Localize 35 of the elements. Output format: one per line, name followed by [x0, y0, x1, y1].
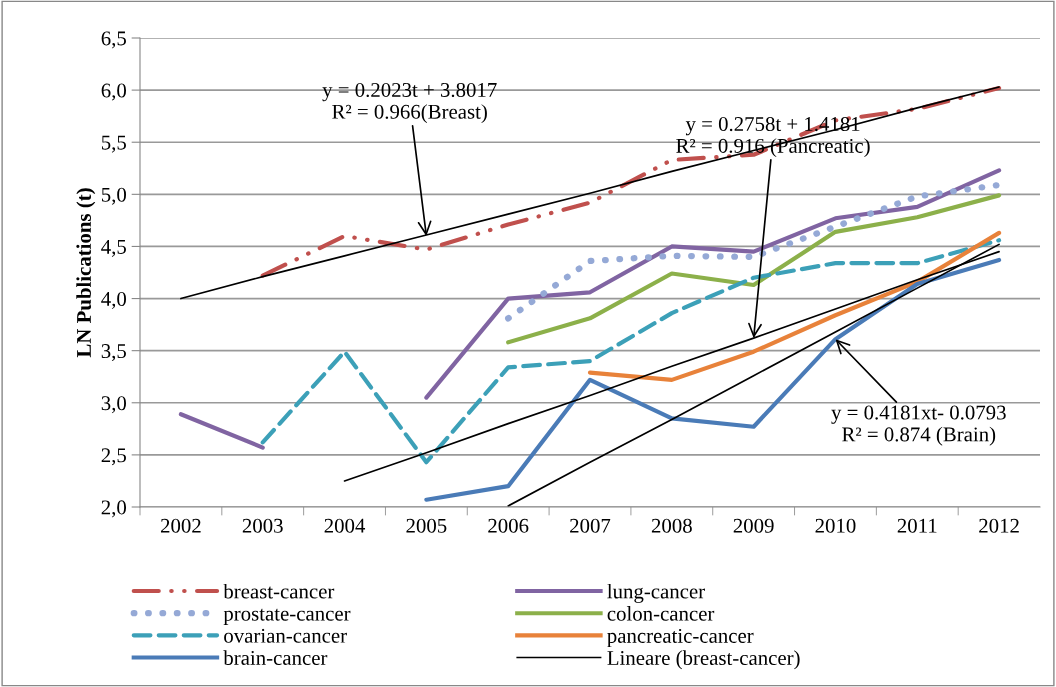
y-tick-label: 2,0 — [101, 500, 127, 518]
line-series — [587, 230, 1002, 382]
legend-label: brain-cancer — [223, 650, 328, 665]
legend-label: breast-cancer — [223, 583, 335, 599]
y-tick-label: 3,5 — [101, 344, 126, 362]
x-tick-label: 2011 — [897, 518, 937, 533]
y-tick-label: 3,0 — [101, 396, 127, 414]
y-tick-label: 5,5 — [101, 135, 126, 153]
x-tick-label: 2005 — [406, 518, 447, 533]
legend-label: Lineare (breast-cancer) — [607, 650, 800, 670]
legend-label: lung-cancer — [607, 583, 705, 603]
legend-label: colon-cancer — [607, 606, 715, 621]
y-tick-label: 5,0 — [101, 187, 127, 205]
legend-label: pancreatic-cancer — [607, 628, 754, 648]
y-tick-label: 4,5 — [101, 239, 126, 257]
x-tick-label: 2007 — [570, 518, 611, 533]
y-tick-label: 2,5 — [101, 448, 126, 466]
line-series — [506, 193, 1002, 345]
x-tick-label: 2010 — [815, 518, 856, 533]
x-tick-label: 2006 — [488, 518, 529, 533]
y-axis-title: LN Publications (t) — [76, 188, 96, 358]
annotation: y = 0.2023t + 3.8017 R² = 0.966(Breast) — [322, 82, 497, 124]
x-tick-label: 2004 — [324, 518, 366, 533]
x-tick-label: 2002 — [160, 518, 201, 533]
line-series — [260, 85, 1002, 278]
x-tick-label: 2008 — [651, 518, 692, 533]
annotation: y = 0.4181xt- 0.0793 R² = 0.874 (Brain) — [831, 405, 1006, 446]
x-tick-label: 2009 — [733, 518, 774, 533]
legend-label: ovarian-cancer — [224, 628, 347, 643]
y-tick-label: 6,0 — [101, 83, 127, 101]
x-tick-label: 2003 — [242, 518, 283, 533]
x-tick-label: 2012 — [979, 518, 1019, 533]
legend-label: prostate-cancer — [223, 608, 351, 625]
y-tick-label: 4,0 — [101, 291, 127, 309]
y-tick-label: 6,5 — [101, 31, 126, 49]
